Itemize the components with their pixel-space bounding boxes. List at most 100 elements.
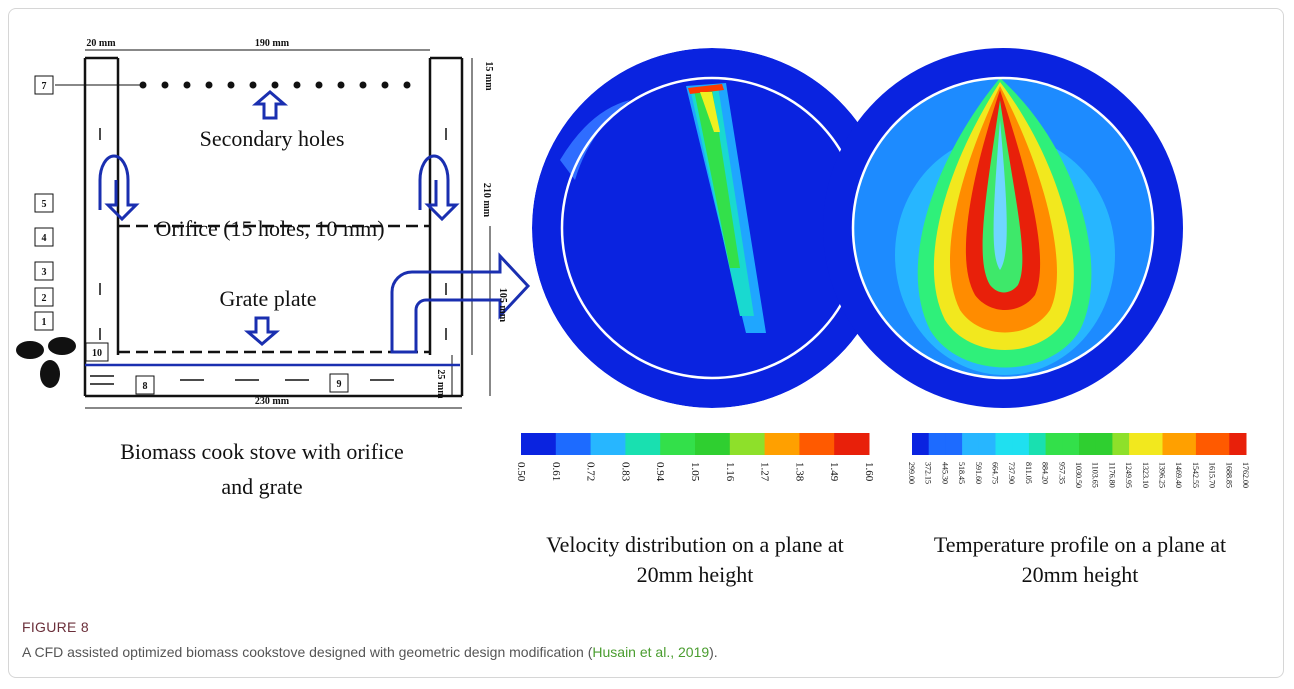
colorbar-cell — [1163, 433, 1180, 455]
dimension: 20 mm — [86, 38, 116, 49]
hole — [294, 82, 301, 89]
stove-caption: Biomass cook stove with orifice — [120, 439, 404, 464]
figure-label: FIGURE 8 — [22, 619, 89, 635]
hole — [316, 82, 323, 89]
colorbar-cell — [1012, 433, 1029, 455]
stove-caption: and grate — [221, 474, 302, 499]
colorbar-cell — [929, 433, 946, 455]
colorbar-label: 1762.00 — [1241, 462, 1250, 488]
hole — [162, 82, 169, 89]
colorbar-label: 1688.85 — [1224, 462, 1233, 488]
hole — [184, 82, 191, 89]
colorbar-label: 372.15 — [924, 462, 933, 484]
dimension: 15 mm — [483, 61, 494, 91]
colorbar-label: 737.90 — [1007, 462, 1016, 484]
colorbar-label: 0.50 — [515, 462, 527, 482]
colorbar-label: 1396.25 — [1158, 462, 1167, 488]
colorbar-cell — [765, 433, 800, 455]
colorbar-label: 1249.95 — [1124, 462, 1133, 488]
dimension: 105 mm — [497, 288, 508, 323]
part-label: 8 — [143, 381, 148, 392]
colorbar-label: 0.83 — [619, 462, 631, 482]
dimension: 190 mm — [255, 38, 290, 49]
annotation: Orifice (15 holes, 10 mm) — [155, 216, 384, 241]
figure-image: 20 mm 190 mm 15 mm 210 mm 105 mm 25 mm 2… — [0, 0, 1294, 610]
citation-link[interactable]: Husain et al., 2019 — [592, 644, 709, 660]
colorbar-label: 1542.55 — [1191, 462, 1200, 488]
hole — [272, 82, 279, 89]
part-label: 10 — [92, 348, 102, 359]
colorbar-cell — [1146, 433, 1163, 455]
colorbar-label: 1103.65 — [1091, 462, 1100, 488]
velocity-caption: 20mm height — [637, 562, 754, 587]
colorbar-label: 1.38 — [793, 462, 805, 482]
colorbar-label: 884.20 — [1041, 462, 1050, 484]
colorbar-cell — [730, 433, 765, 455]
colorbar-label: 0.61 — [550, 462, 562, 481]
dimension: 230 mm — [255, 396, 290, 407]
colorbar-cell — [979, 433, 996, 455]
colorbar-cell — [945, 433, 962, 455]
part-label: 5 — [42, 199, 47, 210]
hole — [140, 82, 147, 89]
colorbar-label: 1323.10 — [1141, 462, 1150, 488]
hole — [404, 82, 411, 89]
colorbar-cell — [660, 433, 695, 455]
colorbar-label: 957.35 — [1057, 462, 1066, 484]
hole — [228, 82, 235, 89]
temperature-caption: Temperature profile on a plane at — [934, 532, 1226, 557]
colorbar-label: 1.60 — [863, 462, 875, 482]
colorbar-label: 518.45 — [957, 462, 966, 484]
colorbar-label: 1.27 — [759, 462, 771, 482]
dimension: 210 mm — [481, 183, 492, 218]
colorbar-cell — [912, 433, 929, 455]
hole — [206, 82, 213, 89]
part-label: 4 — [42, 233, 47, 244]
colorbar-cell — [591, 433, 626, 455]
colorbar-cell — [799, 433, 834, 455]
temperature-caption: 20mm height — [1022, 562, 1139, 587]
colorbar-cell — [1112, 433, 1129, 455]
colorbar-cell — [1046, 433, 1063, 455]
hole — [360, 82, 367, 89]
colorbar-label: 1469.40 — [1174, 462, 1183, 488]
colorbar-cell — [1213, 433, 1230, 455]
page: 20 mm 190 mm 15 mm 210 mm 105 mm 25 mm 2… — [0, 0, 1294, 689]
hole — [382, 82, 389, 89]
colorbar-cell — [834, 433, 869, 455]
caption-text: A CFD assisted optimized biomass cooksto… — [22, 644, 592, 660]
annotation: Grate plate — [219, 286, 316, 311]
colorbar-label: 1.16 — [724, 462, 736, 482]
colorbar-cell — [996, 433, 1013, 455]
colorbar-label: 445.30 — [940, 462, 949, 484]
figure-caption: A CFD assisted optimized biomass cooksto… — [22, 644, 718, 660]
colorbar-cell — [1179, 433, 1196, 455]
colorbar-cell — [1129, 433, 1146, 455]
colorbar-label: 0.72 — [585, 462, 597, 481]
hole — [250, 82, 257, 89]
colorbar-label: 1615.70 — [1208, 462, 1217, 488]
caption-text: ). — [709, 644, 718, 660]
colorbar-label: 1.05 — [689, 462, 701, 482]
colorbar-cell — [1062, 433, 1079, 455]
part-label: 1 — [42, 317, 47, 328]
part-label: 2 — [42, 293, 47, 304]
colorbar-label: 1030.50 — [1074, 462, 1083, 488]
colorbar-label: 591.60 — [974, 462, 983, 484]
colorbar-cell — [1029, 433, 1046, 455]
colorbar-label: 811.05 — [1024, 462, 1033, 484]
colorbar-cell — [1096, 433, 1113, 455]
secondary-holes — [140, 82, 411, 89]
dimension: 25 mm — [435, 369, 446, 399]
part-label: 3 — [42, 267, 47, 278]
annotation: Secondary holes — [200, 126, 345, 151]
colorbar-label: 0.94 — [654, 462, 666, 482]
colorbar-cell — [962, 433, 979, 455]
hole — [338, 82, 345, 89]
colorbar-cell — [625, 433, 660, 455]
colorbar-cell — [695, 433, 730, 455]
part-label: 9 — [337, 379, 342, 390]
colorbar-cell — [1079, 433, 1096, 455]
